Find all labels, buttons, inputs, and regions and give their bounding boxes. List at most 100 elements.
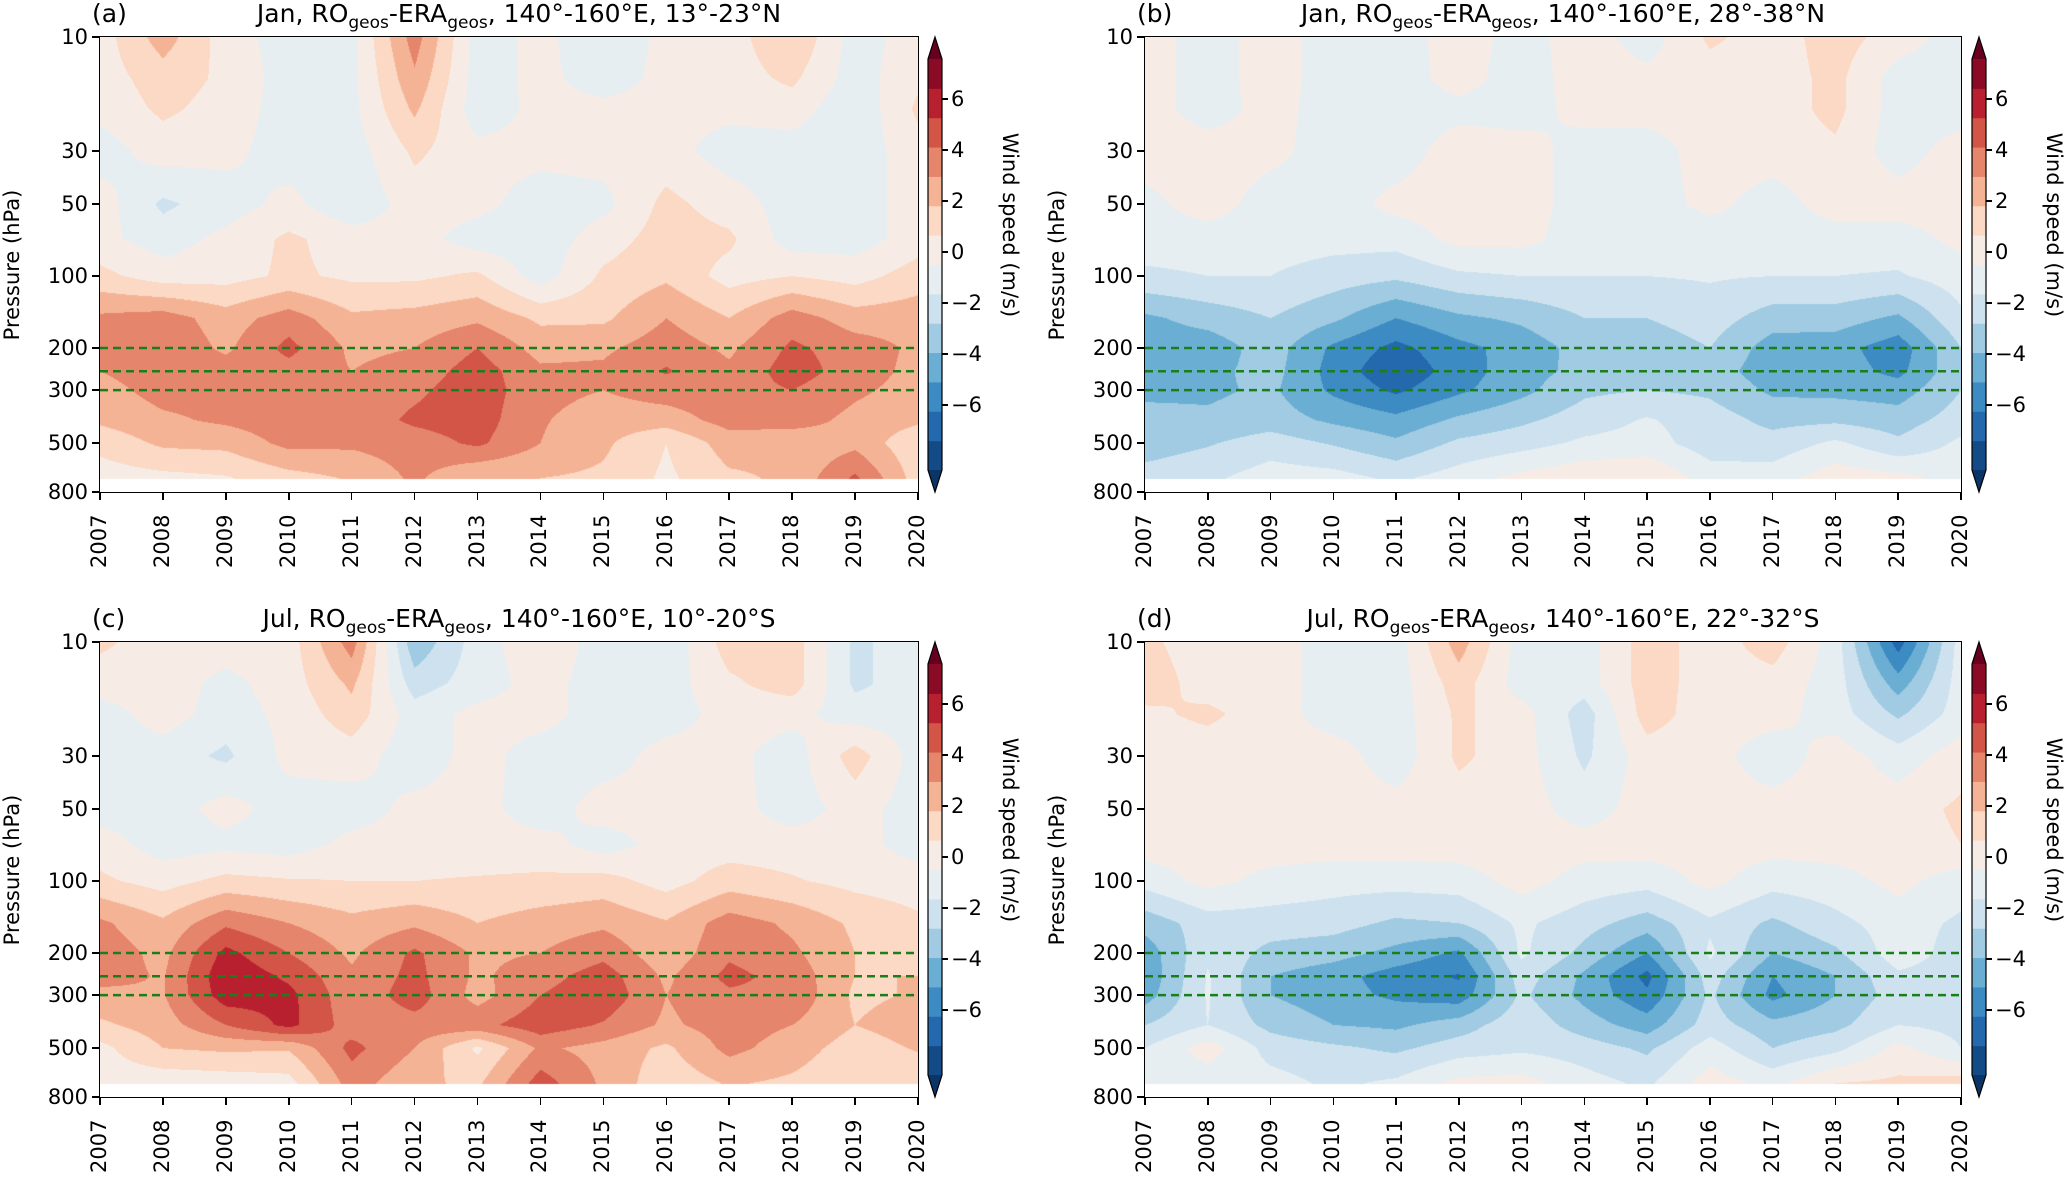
colorbar-outline bbox=[927, 35, 943, 494]
x-tick-label: 2019 bbox=[1885, 514, 1910, 568]
title-subscript: geos bbox=[345, 618, 387, 638]
x-tick-label: 2013 bbox=[464, 1119, 489, 1173]
panel-title: Jan, ROgeos-ERAgeos, 140°-160°E, 13°-23°… bbox=[257, 0, 781, 33]
y-tick-mark bbox=[1137, 491, 1144, 493]
y-tick-mark bbox=[92, 491, 99, 493]
x-tick-label: 2009 bbox=[212, 1119, 237, 1173]
x-tick-mark bbox=[1207, 1098, 1209, 1105]
y-tick-label: 800 bbox=[47, 1085, 88, 1109]
colorbar-band bbox=[1972, 176, 1986, 207]
x-tick-label: 2015 bbox=[590, 514, 615, 568]
x-tick-label: 2009 bbox=[212, 514, 237, 568]
x-tick-mark bbox=[350, 493, 353, 500]
colorbar-tick-mark bbox=[942, 805, 948, 807]
colorbar-band bbox=[928, 664, 942, 694]
colorbar-band bbox=[928, 781, 942, 812]
colorbar-band bbox=[928, 752, 942, 782]
x-tick-label: 2010 bbox=[275, 514, 300, 568]
colorbar-tick-label: 0 bbox=[1995, 239, 2009, 264]
y-tick-label: 300 bbox=[47, 983, 88, 1008]
x-tick-label: 2008 bbox=[149, 1119, 174, 1173]
title-text: , 140°-160°E, 28°-38°N bbox=[1531, 0, 1826, 28]
x-tick-label: 2007 bbox=[1132, 1119, 1156, 1173]
colorbar-label: Wind speed (m/s) bbox=[998, 132, 1022, 317]
colorbar-tick-mark bbox=[1986, 703, 1992, 705]
colorbar-tick-label: 2 bbox=[951, 793, 965, 818]
y-tick-mark bbox=[1137, 275, 1144, 277]
x-tick-mark bbox=[162, 493, 164, 500]
colorbar-band bbox=[1972, 117, 1986, 148]
colorbar-tick-label: −6 bbox=[951, 393, 982, 418]
y-tick-mark bbox=[1137, 641, 1144, 643]
x-tick-label: 2012 bbox=[1445, 1119, 1470, 1173]
contour-fill bbox=[99, 36, 918, 492]
y-tick-mark bbox=[1137, 808, 1144, 810]
colorbar-tick-label: −6 bbox=[951, 998, 982, 1023]
colorbar-tick-mark bbox=[942, 353, 948, 355]
colorbar-band bbox=[1972, 381, 1986, 412]
colorbar-band bbox=[928, 176, 942, 207]
x-tick-mark bbox=[413, 1098, 416, 1105]
x-tick-label: 2016 bbox=[653, 1119, 678, 1173]
x-tick-mark bbox=[539, 493, 542, 500]
x-tick-label: 2010 bbox=[1320, 514, 1345, 568]
title-text: Jan, RO bbox=[1300, 0, 1393, 28]
colorbar-tick-mark bbox=[942, 251, 948, 253]
y-tick-label: 200 bbox=[47, 336, 88, 361]
contour-plot-area bbox=[98, 35, 919, 493]
title-text: Jan, RO bbox=[256, 0, 349, 28]
x-tick-label: 2014 bbox=[1571, 1119, 1596, 1173]
x-tick-mark bbox=[728, 1098, 730, 1105]
x-tick-mark bbox=[1207, 493, 1209, 500]
colorbar-band bbox=[1972, 957, 1986, 988]
contour-plot-area bbox=[1143, 35, 1962, 493]
x-tick-mark bbox=[1960, 1098, 1962, 1105]
x-tick-mark bbox=[1458, 1098, 1460, 1105]
colorbar-band bbox=[1972, 88, 1986, 119]
y-tick-mark bbox=[1137, 442, 1144, 444]
colorbar-tick-mark bbox=[942, 302, 948, 304]
y-tick-mark bbox=[1137, 203, 1144, 205]
y-tick-label: 30 bbox=[61, 744, 88, 769]
title-text: , 140°-160°E, 10°-20°S bbox=[484, 604, 776, 633]
y-tick-label: 100 bbox=[47, 264, 88, 289]
colorbar-tick-label: 0 bbox=[951, 239, 965, 264]
colorbar-tick-label: −2 bbox=[1995, 291, 2026, 316]
colorbar-band bbox=[928, 928, 942, 959]
colorbar-tick-label: 6 bbox=[1995, 86, 2009, 111]
colorbar-tick-label: 4 bbox=[951, 742, 965, 767]
x-tick-label: 2018 bbox=[779, 514, 804, 568]
y-tick-label: 200 bbox=[1092, 941, 1133, 966]
x-tick-mark bbox=[1395, 1098, 1397, 1105]
colorbar-band bbox=[928, 1016, 942, 1047]
x-tick-mark bbox=[1269, 493, 1272, 500]
x-tick-mark bbox=[350, 1098, 353, 1105]
y-tick-mark bbox=[92, 203, 99, 205]
colorbar-tick-mark bbox=[942, 149, 948, 151]
y-tick-mark bbox=[92, 755, 99, 757]
x-tick-label: 2009 bbox=[1257, 514, 1282, 568]
colorbar-band bbox=[1972, 205, 1986, 236]
colorbar-tick-label: −4 bbox=[951, 342, 982, 367]
colorbar bbox=[927, 35, 943, 494]
x-tick-label: 2019 bbox=[842, 1119, 867, 1173]
x-tick-label: 2014 bbox=[527, 514, 552, 568]
colorbar-tick-mark bbox=[1986, 251, 1992, 253]
x-tick-label: 2012 bbox=[401, 514, 426, 568]
x-tick-label: 2013 bbox=[1508, 1119, 1533, 1173]
title-subscript: geos bbox=[1491, 13, 1532, 33]
colorbar-extend-min-arrow bbox=[928, 470, 942, 492]
y-tick-mark bbox=[1137, 880, 1144, 882]
x-tick-label: 2013 bbox=[464, 514, 489, 568]
title-text: , 140°-160°E, 13°-23°N bbox=[487, 0, 782, 28]
colorbar-band bbox=[1972, 722, 1986, 753]
colorbar-band bbox=[1972, 323, 1986, 354]
panel-title: Jan, ROgeos-ERAgeos, 140°-160°E, 28°-38°… bbox=[1301, 0, 1825, 33]
y-tick-mark bbox=[92, 641, 99, 643]
x-tick-label: 2015 bbox=[590, 1119, 615, 1173]
x-tick-label: 2015 bbox=[1634, 1119, 1659, 1173]
colorbar-band bbox=[1972, 440, 1986, 471]
x-tick-label: 2019 bbox=[1885, 1119, 1910, 1173]
colorbar-tick-label: 2 bbox=[1995, 188, 2009, 213]
x-tick-mark bbox=[791, 493, 793, 500]
